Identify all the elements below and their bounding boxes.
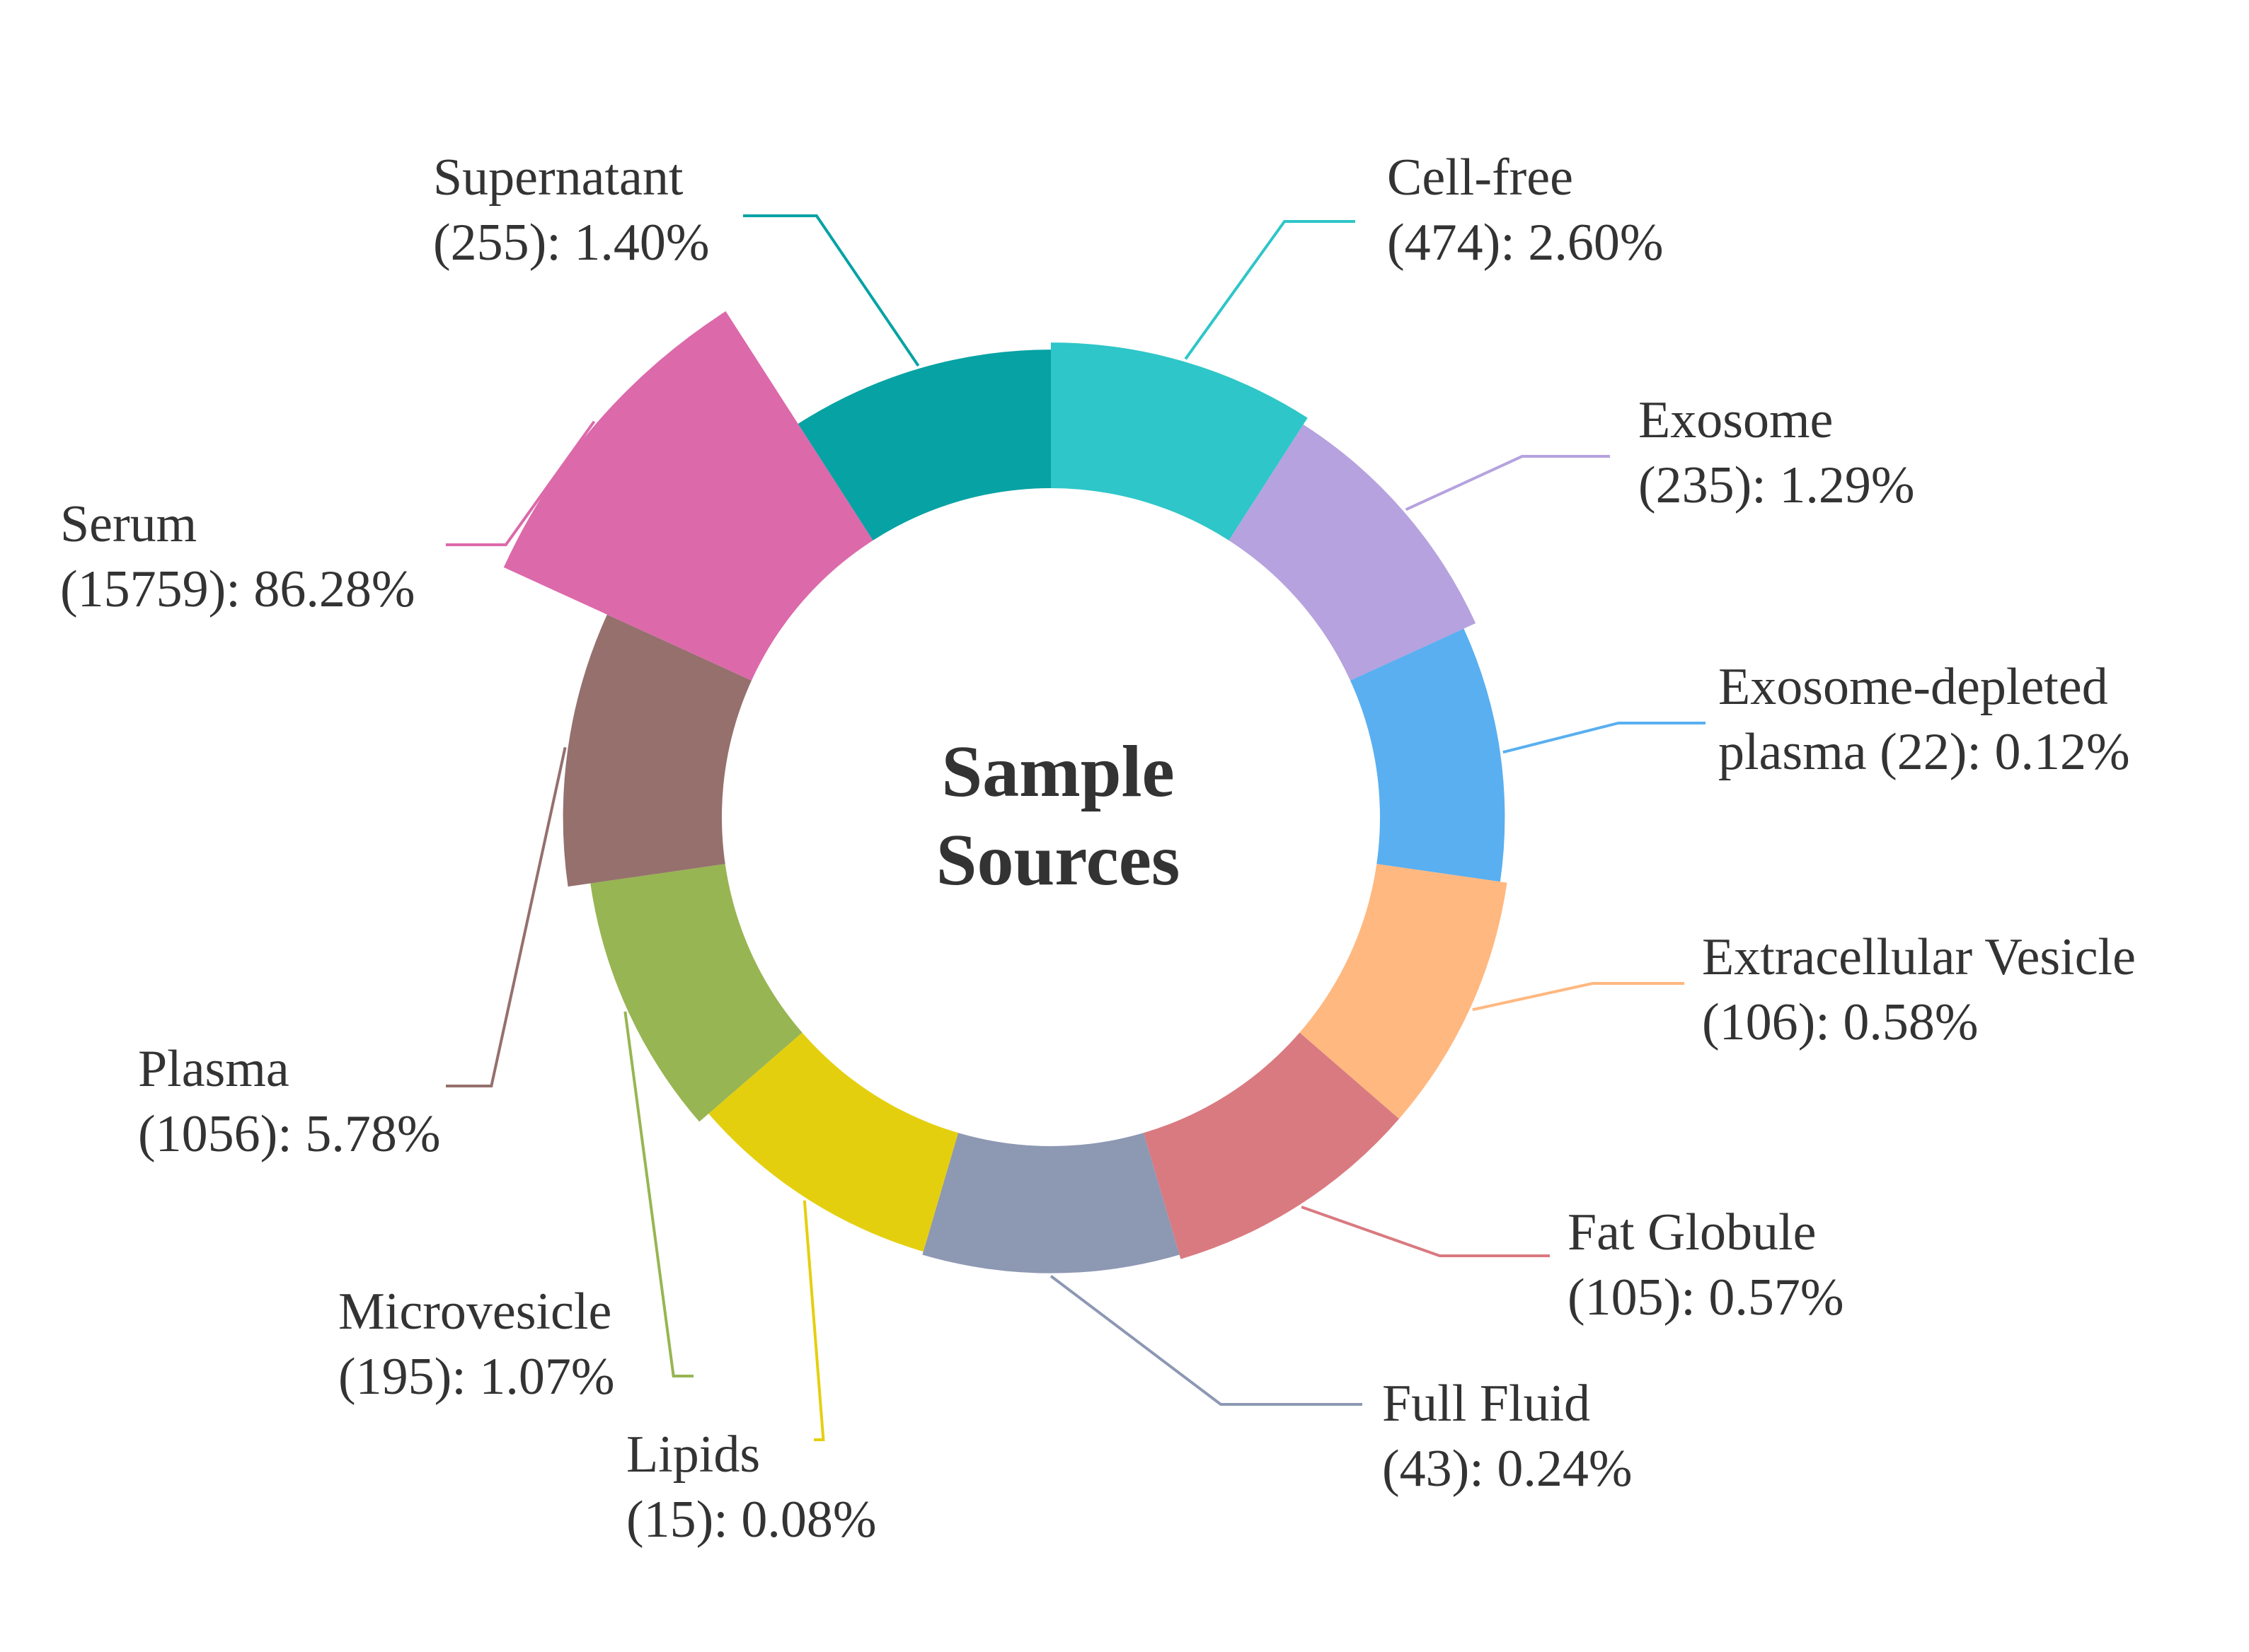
chart-slice-labels: Cell-free (474): 2.60% Exosome (235): 1.29%… <box>60 149 2136 1549</box>
slice-label-lipids: Lipids (15): 0.08% <box>626 1426 877 1549</box>
leader-line-cell-free <box>1184 220 1355 360</box>
leader-line-supernatant <box>743 214 920 367</box>
leader-line-lipids <box>803 1200 825 1441</box>
slice-label-supernatant: Supernatant (255): 1.40% <box>433 149 710 272</box>
leader-line-plasma <box>446 746 567 1087</box>
slice-label-extracellular-vesicle: Extracellular Vesicle (106): 0.58% <box>1702 928 2136 1051</box>
slice-label-cell-free: Cell-free (474): 2.60% <box>1387 149 1664 272</box>
slice-label-full-fluid: Full Fluid (43): 0.24% <box>1382 1375 1633 1498</box>
slice-label-line-1: Full Fluid <box>1382 1375 1590 1433</box>
center-title-line-1: Sample <box>941 731 1174 812</box>
slice-label-line-2: (106): 0.58% <box>1702 993 1979 1051</box>
slice-label-microvesicle: Microvesicle (195): 1.07% <box>338 1283 615 1406</box>
slice-label-line-2: (474): 2.60% <box>1387 214 1664 272</box>
slice-label-line-2: (15): 0.08% <box>626 1491 877 1549</box>
leader-line-exosome <box>1405 455 1610 512</box>
slice-label-serum: Serum (15759): 86.28% <box>60 495 415 618</box>
slice-label-line-1: Cell-free <box>1387 149 1573 207</box>
slice-label-exosome-depleted-plasma: Exosome-depleted plasma (22): 0.12% <box>1718 658 2130 781</box>
slice-label-line-1: Supernatant <box>433 149 684 207</box>
slice-label-line-1: Extracellular Vesicle <box>1702 928 2136 986</box>
slice-label-line-1: Serum <box>60 495 197 553</box>
leader-line-fat-globule <box>1301 1206 1550 1257</box>
slice-label-line-1: Exosome <box>1638 391 1833 449</box>
slice-label-line-1: Plasma <box>138 1040 289 1098</box>
leader-line-extracellular-vesicle <box>1472 982 1684 1012</box>
slice-label-line-2: (1056): 5.78% <box>138 1105 441 1163</box>
leader-line-serum <box>446 420 596 546</box>
slice-label-plasma: Plasma (1056): 5.78% <box>138 1040 441 1163</box>
leader-line-microvesicle <box>623 1011 694 1377</box>
slice-label-line-2: (43): 0.24% <box>1382 1440 1633 1498</box>
donut-hole <box>722 488 1380 1146</box>
slice-label-line-2: (255): 1.40% <box>433 214 710 272</box>
slice-label-line-2: plasma (22): 0.12% <box>1718 723 2130 781</box>
slice-label-fat-globule: Fat Globule (105): 0.57% <box>1568 1203 1844 1327</box>
slice-label-exosome: Exosome (235): 1.29% <box>1638 391 1915 514</box>
slice-label-line-1: Lipids <box>626 1426 760 1484</box>
leader-line-exosome-depleted-plasma <box>1502 722 1706 754</box>
leader-line-full-fluid <box>1049 1275 1362 1406</box>
slice-label-line-1: Exosome-depleted <box>1718 658 2108 716</box>
center-title-line-2: Sources <box>936 819 1180 901</box>
chart-leader-lines <box>446 214 1706 1441</box>
slice-label-line-1: Microvesicle <box>338 1283 611 1341</box>
slice-label-line-1: Fat Globule <box>1568 1203 1816 1261</box>
slice-label-line-2: (195): 1.07% <box>338 1348 615 1406</box>
slice-label-line-2: (235): 1.29% <box>1638 456 1915 514</box>
slice-label-line-2: (15759): 86.28% <box>60 560 415 618</box>
slice-label-line-2: (105): 0.57% <box>1568 1269 1844 1327</box>
